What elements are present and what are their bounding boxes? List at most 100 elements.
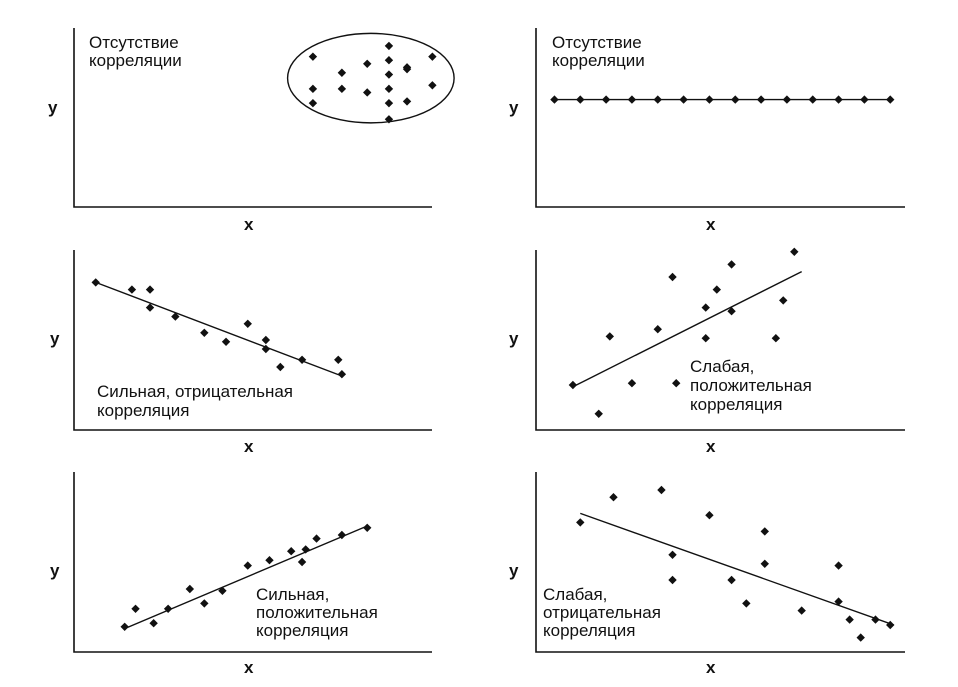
trend-line	[95, 281, 343, 377]
data-point	[834, 95, 843, 104]
panel-label-line-1: Сильная,	[256, 585, 329, 604]
y-axis-label: y	[509, 561, 519, 580]
data-point	[276, 362, 285, 372]
data-point	[337, 530, 347, 540]
data-point	[742, 599, 751, 608]
data-point	[601, 95, 611, 104]
panel-label-line-1: Отсутствие	[552, 33, 642, 52]
data-point	[627, 379, 637, 388]
data-point	[428, 52, 437, 61]
data-point	[797, 606, 806, 615]
data-point	[790, 247, 799, 256]
trend-line	[572, 270, 802, 388]
data-point	[221, 337, 231, 346]
data-point	[171, 312, 180, 321]
data-point	[120, 622, 129, 631]
data-point	[701, 334, 710, 343]
panel-label-line-1: Сильная, отрицательная	[97, 382, 293, 401]
panel-label-line-2: положительная	[256, 603, 378, 622]
y-axis-label: y	[509, 329, 519, 348]
panel-label-line-3: корреляция	[543, 621, 635, 640]
data-point	[679, 95, 688, 104]
data-point	[428, 81, 437, 90]
panel-label-line-2: корреляции	[552, 51, 645, 70]
data-point	[860, 95, 869, 104]
y-axis-label: y	[50, 329, 60, 348]
data-point	[145, 303, 155, 312]
x-axis-label: x	[244, 215, 254, 234]
data-point	[163, 604, 173, 613]
data-point	[363, 59, 372, 68]
data-point	[808, 95, 817, 104]
data-point	[261, 335, 271, 345]
panel-label-line-1: Слабая,	[690, 357, 754, 376]
data-point	[782, 95, 792, 104]
data-point	[384, 115, 394, 124]
data-point	[384, 98, 394, 108]
data-point	[297, 355, 307, 364]
data-point	[609, 493, 618, 502]
axes	[535, 28, 905, 208]
data-point	[771, 334, 781, 343]
data-point	[576, 95, 585, 104]
data-point	[308, 84, 318, 94]
data-point	[337, 68, 347, 77]
data-point	[334, 355, 343, 364]
data-point	[605, 332, 614, 341]
data-point	[727, 260, 736, 269]
x-axis-label: x	[244, 658, 254, 677]
data-point	[308, 98, 318, 108]
data-point	[779, 296, 788, 305]
panel-weak-positive: y x Слабая, положительная корреляция	[509, 247, 905, 456]
panel-label-line-2: отрицательная	[543, 603, 661, 622]
data-point	[384, 56, 394, 65]
panel-label-line-1: Отсутствие	[89, 33, 179, 52]
axes	[73, 250, 432, 431]
data-point	[337, 84, 347, 94]
data-point	[705, 95, 714, 104]
y-axis-label: y	[50, 561, 60, 580]
panel-label-line-2: корреляция	[97, 401, 189, 420]
data-point	[265, 556, 274, 565]
data-point	[627, 95, 637, 104]
panel-label-line-3: корреляция	[690, 395, 782, 414]
panel-strong-positive: y x Сильная, положительная корреляция	[50, 472, 432, 677]
data-point	[363, 523, 372, 532]
data-point	[243, 561, 252, 570]
data-point	[384, 70, 394, 79]
y-axis-label: y	[48, 98, 58, 117]
x-axis-label: x	[706, 658, 716, 677]
data-point	[91, 278, 100, 287]
data-point	[672, 379, 681, 388]
data-point	[760, 527, 769, 536]
panel-no-correlation-flat: y x Отсутствие корреляции	[509, 28, 905, 234]
data-point	[657, 485, 666, 495]
data-point	[727, 307, 736, 316]
data-point	[712, 285, 722, 294]
data-point	[760, 559, 769, 568]
data-point	[653, 95, 662, 104]
data-point	[653, 325, 662, 334]
data-point	[384, 84, 394, 94]
data-point	[200, 328, 209, 337]
data-point	[886, 620, 895, 630]
data-point	[594, 409, 603, 418]
data-point	[731, 95, 740, 104]
data-point	[149, 619, 158, 628]
data-point	[145, 285, 155, 294]
data-point	[727, 575, 736, 585]
panel-strong-negative: y x Сильная, отрицательная корреляция	[50, 250, 432, 456]
data-point	[363, 88, 372, 97]
data-point	[834, 597, 843, 606]
data-point	[845, 615, 854, 624]
data-point	[668, 575, 677, 585]
data-point	[218, 586, 227, 595]
data-point	[200, 599, 209, 608]
panel-label-line-2: корреляции	[89, 51, 182, 70]
data-point	[301, 545, 310, 554]
axes	[535, 472, 905, 653]
panel-label-line-1: Слабая,	[543, 585, 607, 604]
data-point	[127, 285, 137, 294]
data-point	[856, 633, 865, 642]
data-point	[261, 344, 271, 354]
